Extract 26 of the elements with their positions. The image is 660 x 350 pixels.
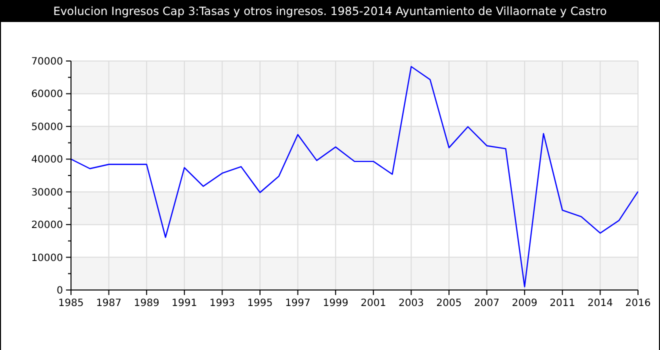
x-tick-label: 1999 bbox=[322, 298, 348, 309]
x-tick-label: 2005 bbox=[436, 298, 462, 309]
x-tick-label: 2003 bbox=[398, 298, 424, 309]
x-tick-label: 1987 bbox=[96, 298, 122, 309]
x-tick-label: 2011 bbox=[550, 298, 576, 309]
y-tick-label: 40000 bbox=[31, 154, 63, 166]
y-tick-label: 60000 bbox=[31, 89, 63, 100]
y-tick-label: 70000 bbox=[31, 56, 63, 68]
x-tick-label: 1997 bbox=[285, 298, 311, 309]
x-tick-label: 2007 bbox=[474, 298, 500, 309]
x-tick-label: 1995 bbox=[247, 298, 273, 309]
line-series bbox=[70, 66, 639, 288]
y-tick-label: 10000 bbox=[31, 252, 63, 264]
y-tick-label: 0 bbox=[56, 286, 63, 296]
x-tick-label: 2009 bbox=[512, 298, 538, 309]
x-tick-label: 2001 bbox=[360, 298, 386, 309]
y-tick-label: 20000 bbox=[31, 220, 63, 232]
x-tick-label: 1989 bbox=[134, 298, 160, 309]
x-tick-label: 1991 bbox=[172, 298, 198, 309]
y-tick-label: 50000 bbox=[31, 122, 63, 133]
x-tick-label: 2016 bbox=[625, 298, 651, 309]
x-tick-label: 1985 bbox=[58, 298, 84, 309]
x-tick-label: 2014 bbox=[587, 298, 613, 309]
y-tick-label: 30000 bbox=[31, 187, 63, 198]
chart-title: Evolucion Ingresos Cap 3:Tasas y otros ingresos. 1985-2014 Ayuntamiento de Villaornate y Castro bbox=[53, 5, 607, 18]
x-tick-label: 1993 bbox=[209, 298, 235, 309]
